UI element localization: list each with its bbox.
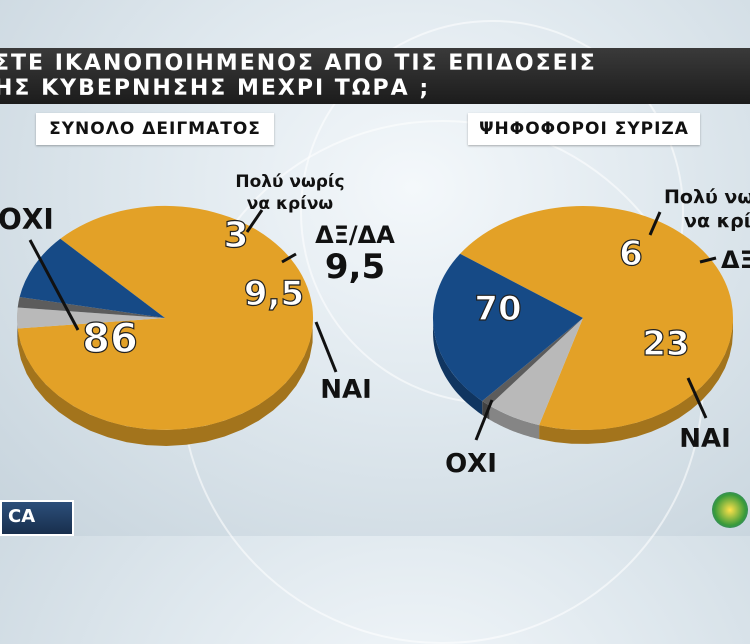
slice-value-label: 9,5 (244, 274, 304, 314)
category-label-dkna: ΔΞ/ΔΑ (315, 221, 395, 249)
category-label-early_2: να κρίν (684, 210, 750, 232)
pie-slice-oxi (17, 205, 314, 430)
question-title-bar: ΣΤΕ ΙΚΑΝΟΠΟΙΗΜΕΝΟΣ ΑΠΟ ΤΙΣ ΕΠΙΔΟΣΕΙΣ ΗΣ … (0, 48, 750, 104)
category-label-oxi: ΟΧΙ (0, 203, 54, 236)
chart-title-syriza: ΨΗΦΟΦΟΡΟΙ ΣΥΡΙΖΑ (468, 113, 700, 145)
leader-line (281, 252, 297, 264)
leader-line (699, 256, 717, 264)
pie-slice-oxi (460, 206, 734, 431)
channel-logo: CA (0, 500, 74, 536)
category-label-oxi: ΟΧΙ (445, 449, 497, 479)
pollster-logo (712, 492, 748, 528)
slice-value-label: 9,5 (325, 247, 385, 287)
pie-slice-nai (19, 238, 165, 318)
leader-line (28, 239, 80, 331)
category-label-dkna: ΔΞ (721, 246, 750, 274)
pie-slice-too-early (17, 307, 166, 329)
chart-title-total: ΣΥΝΟΛΟ ΔΕΙΓΜΑΤΟΣ (36, 113, 274, 145)
pie-side-0 (539, 317, 733, 444)
slice-value-label: 86 (82, 316, 138, 362)
pie-side-3 (433, 314, 483, 415)
leader-line (314, 321, 338, 373)
leader-line (686, 377, 708, 419)
category-label-early_1: Πολύ νω (664, 186, 750, 208)
question-title-line2: ΗΣ ΚΥΒΕΡΝΗΣΗΣ ΜΕΧΡΙ ΤΩΡΑ ; (0, 76, 431, 101)
pie-slice-dkna (17, 297, 166, 318)
category-label-nai: ΝΑΙ (679, 424, 731, 454)
question-title-line1: ΣΤΕ ΙΚΑΝΟΠΟΙΗΜΕΝΟΣ ΑΠΟ ΤΙΣ ΕΠΙΔΟΣΕΙΣ (0, 51, 597, 76)
leader-line (648, 211, 662, 236)
channel-logo-text: CA (8, 506, 36, 527)
pie-slice-dkna (482, 318, 583, 406)
category-label-early_1: Πολύ νωρίς (235, 172, 344, 192)
slice-value-label: 70 (474, 289, 521, 329)
slice-value-label: 6 (619, 234, 643, 274)
category-label-nai: ΝΑΙ (320, 375, 372, 405)
pie-slice-too-early (489, 318, 583, 426)
pie-side-1 (489, 405, 540, 440)
slice-value-label: 3 (223, 215, 248, 256)
leader-line (245, 209, 264, 233)
leader-line (474, 399, 494, 441)
pie-slice-nai (432, 253, 583, 401)
pie-side-0 (17, 326, 313, 446)
slice-value-label: 23 (642, 324, 689, 364)
category-label-early_2: να κρίνω (247, 194, 334, 214)
